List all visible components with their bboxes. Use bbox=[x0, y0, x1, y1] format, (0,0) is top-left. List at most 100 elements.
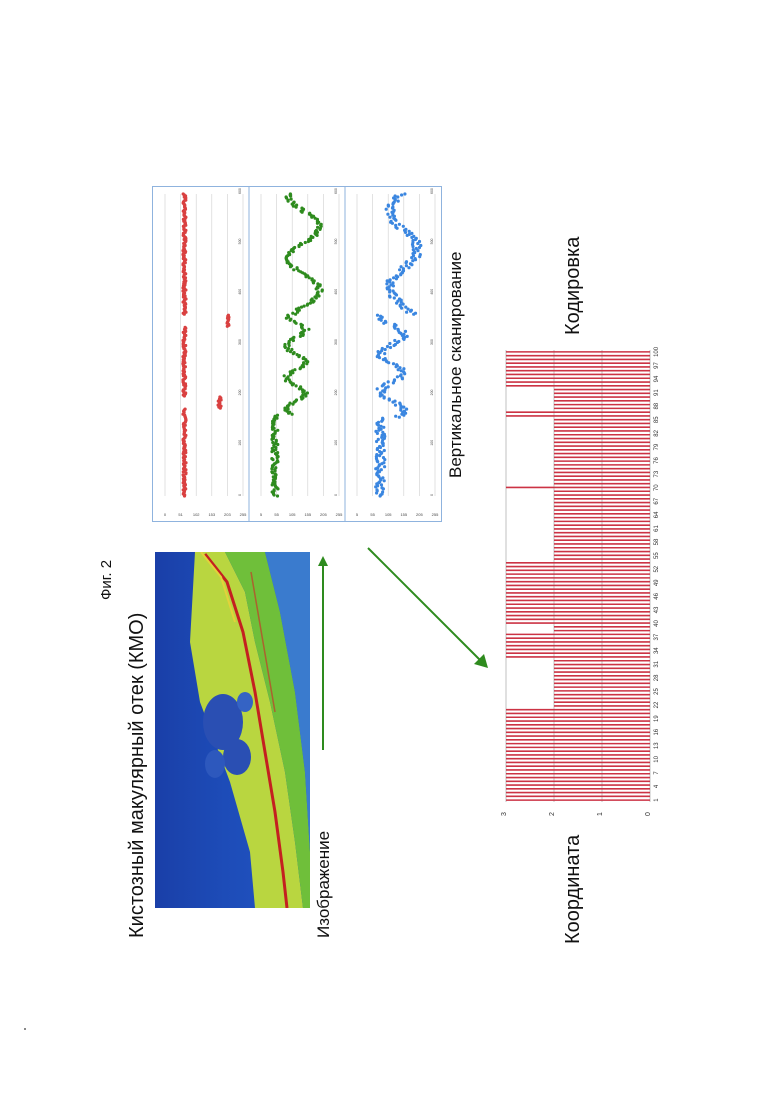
scatter-point bbox=[381, 347, 384, 350]
y-tick-label: 55 bbox=[370, 512, 375, 517]
scatter-point bbox=[392, 362, 395, 365]
scatter-point bbox=[405, 408, 408, 411]
bar-x-tick-label: 22 bbox=[654, 701, 660, 708]
y-tick-label: 205 bbox=[416, 512, 423, 517]
bar-x-tick-label: 85 bbox=[654, 416, 660, 423]
scatter-point bbox=[404, 306, 407, 309]
scatter-point bbox=[419, 244, 422, 247]
scatter-point bbox=[271, 441, 274, 444]
y-tick-label: 255 bbox=[240, 512, 247, 517]
scatter-point bbox=[393, 323, 396, 326]
scatter-point bbox=[384, 348, 387, 351]
scatter-point bbox=[299, 323, 302, 326]
scatter-point bbox=[403, 192, 406, 195]
scatter-point bbox=[276, 414, 279, 417]
bar-x-tick-label: 97 bbox=[654, 362, 660, 369]
scatter-point bbox=[400, 373, 403, 376]
bar-x-tick-label: 1 bbox=[654, 798, 660, 802]
scatter-point bbox=[184, 326, 187, 329]
scatter-point bbox=[402, 406, 405, 409]
scatter-point bbox=[391, 281, 394, 284]
scatter-point bbox=[387, 380, 390, 383]
x-tick-label: 0 bbox=[430, 494, 434, 496]
scatter-point bbox=[405, 311, 408, 314]
vertical-scan-scatter-chart: 0511021532032550100200300400500600555105… bbox=[152, 186, 442, 522]
scatter-point bbox=[402, 367, 405, 370]
scatter-point bbox=[389, 346, 392, 349]
figure-title: Кистозный макулярный отек (КМО) bbox=[126, 613, 149, 938]
scatter-point bbox=[285, 195, 288, 198]
scatter-point bbox=[386, 345, 389, 348]
scatter-point bbox=[184, 408, 187, 411]
scatter-point bbox=[393, 378, 396, 381]
scatter-point bbox=[412, 235, 415, 238]
scatter-point bbox=[316, 226, 319, 229]
scatter-point bbox=[397, 200, 400, 203]
x-tick-label: 100 bbox=[238, 440, 242, 446]
bar-x-tick-label: 49 bbox=[654, 579, 660, 586]
x-tick-label: 0 bbox=[334, 494, 338, 496]
scatter-point bbox=[295, 384, 298, 387]
bar-x-tick-label: 28 bbox=[654, 674, 660, 681]
y-tick-label: 203 bbox=[224, 512, 231, 517]
scatter-point bbox=[218, 395, 221, 398]
coding-bar-chart: 0123147101316192225283134374043464952555… bbox=[500, 340, 665, 820]
scatter-point bbox=[376, 387, 379, 390]
x-tick-label: 400 bbox=[334, 289, 338, 295]
scatter-point bbox=[397, 328, 400, 331]
scatter-point bbox=[390, 220, 393, 223]
scatter-point bbox=[310, 235, 313, 238]
x-tick-label: 500 bbox=[430, 238, 434, 244]
scatter-point bbox=[288, 402, 291, 405]
x-tick-label: 400 bbox=[238, 289, 242, 295]
scatter-point bbox=[299, 242, 302, 245]
scatter-point bbox=[394, 194, 397, 197]
scatter-point bbox=[398, 297, 401, 300]
scatter-point bbox=[404, 228, 407, 231]
scatter-point bbox=[388, 397, 391, 400]
scatter-point bbox=[397, 340, 400, 343]
scatter-point bbox=[400, 265, 403, 268]
scatter-point bbox=[392, 276, 395, 279]
scatter-point bbox=[386, 279, 389, 282]
x-tick-label: 200 bbox=[238, 389, 242, 395]
scatter-point bbox=[384, 357, 387, 360]
bar-x-tick-label: 19 bbox=[654, 715, 660, 722]
scatter-point bbox=[377, 421, 380, 424]
bar-x-tick-label: 61 bbox=[654, 525, 660, 532]
scatter-point bbox=[387, 204, 390, 207]
bar-x-tick-label: 73 bbox=[654, 470, 660, 477]
scatter-point bbox=[276, 494, 279, 497]
scatter-point bbox=[414, 312, 417, 315]
bar-x-tick-label: 10 bbox=[654, 755, 660, 762]
x-tick-label: 300 bbox=[430, 339, 434, 345]
scatter-point bbox=[295, 204, 298, 207]
scatter-point bbox=[382, 461, 385, 464]
x-tick-label: 500 bbox=[238, 238, 242, 244]
scatter-point bbox=[395, 363, 398, 366]
scatter-point bbox=[297, 307, 300, 310]
scatter-point bbox=[382, 456, 385, 459]
bar-x-tick-label: 34 bbox=[654, 647, 660, 654]
scatter-point bbox=[404, 330, 407, 333]
scatter-point bbox=[415, 247, 418, 250]
bar-x-tick-label: 58 bbox=[654, 538, 660, 545]
scatter-point bbox=[385, 282, 388, 285]
oct-image bbox=[155, 552, 310, 908]
y-tick-label: 51 bbox=[178, 512, 183, 517]
scatter-point bbox=[300, 207, 303, 210]
bar-x-tick-label: 70 bbox=[654, 484, 660, 491]
scatter-point bbox=[308, 212, 311, 215]
bar-x-tick-label: 43 bbox=[654, 606, 660, 613]
y-tick-label: 255 bbox=[336, 512, 343, 517]
x-tick-label: 200 bbox=[430, 389, 434, 395]
scatter-point bbox=[296, 353, 299, 356]
bar-x-tick-label: 46 bbox=[654, 592, 660, 599]
x-tick-label: 100 bbox=[334, 440, 338, 446]
scatter-point bbox=[275, 439, 278, 442]
scatter-point bbox=[289, 192, 292, 195]
scatter-point bbox=[410, 309, 413, 312]
scatter-point bbox=[377, 350, 380, 353]
scatter-point bbox=[389, 278, 392, 281]
scatter-point bbox=[419, 253, 422, 256]
